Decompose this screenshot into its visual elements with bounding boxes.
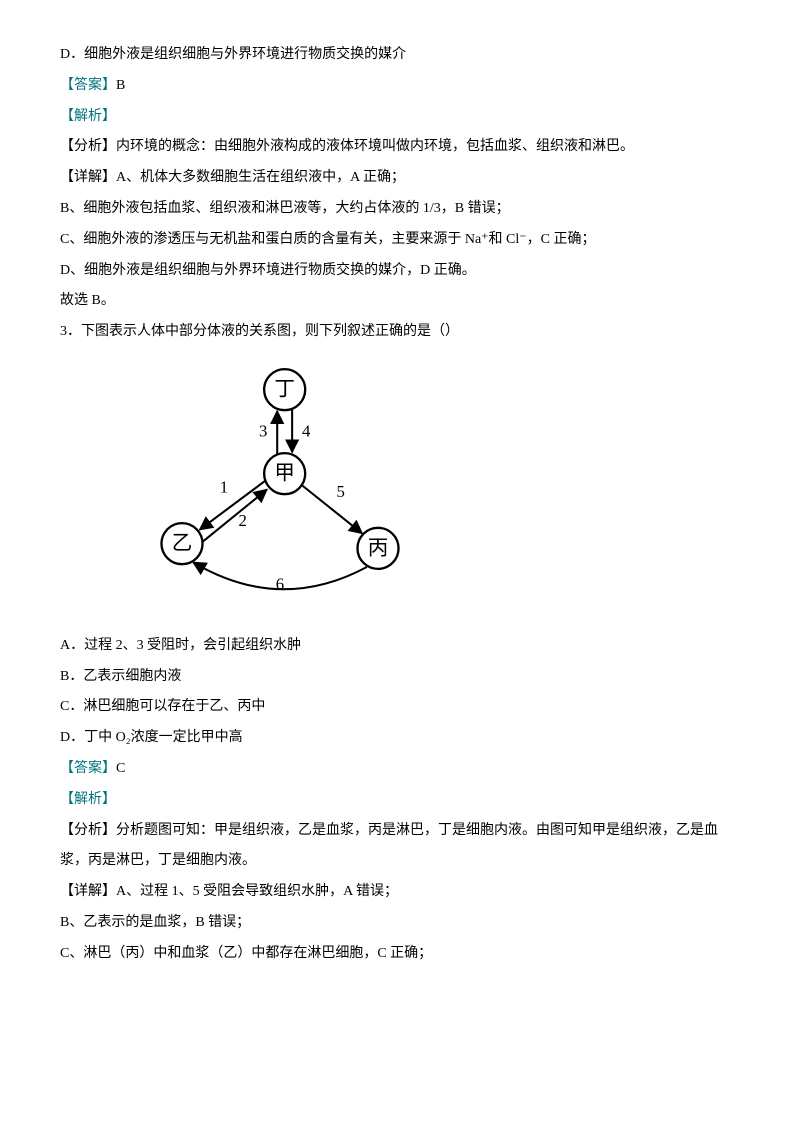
detail2-c: C、淋巴（丙）中和血浆（乙）中都存在淋巴细胞，C 正确； xyxy=(60,939,734,970)
edge-1 xyxy=(200,480,266,529)
node-jia-label: 甲 xyxy=(274,463,295,485)
node-yi-label: 乙 xyxy=(172,533,193,555)
answer-line-1: 【答案】B xyxy=(60,71,734,102)
detail-b: B、细胞外液包括血浆、组织液和淋巴液等，大约占体液的 1/3，B 错误； xyxy=(60,194,734,225)
edge-5 xyxy=(301,485,362,534)
explain-label-1: 【解析】 xyxy=(60,102,734,133)
detail-a: 【详解】A、机体大多数细胞生活在组织液中，A 正确； xyxy=(60,163,734,194)
document-page: D．细胞外液是组织细胞与外界环境进行物质交换的媒介 【答案】B 【解析】 【分析… xyxy=(0,0,794,1123)
edge-label-3: 3 xyxy=(259,421,267,440)
option-d: D．细胞外液是组织细胞与外界环境进行物质交换的媒介 xyxy=(60,40,734,71)
edge-label-2: 2 xyxy=(238,511,246,530)
detail2-b: B、乙表示的是血浆，B 错误； xyxy=(60,908,734,939)
answer-line-2: 【答案】C xyxy=(60,754,734,785)
question-3: 3．下图表示人体中部分体液的关系图，则下列叙述正确的是（） xyxy=(60,317,734,348)
answer-value-2: C xyxy=(116,761,125,776)
q3-option-a: A．过程 2、3 受阻时，会引起组织水肿 xyxy=(60,631,734,662)
relation-diagram: 3 4 1 2 5 6 丁 甲 乙 丙 xyxy=(140,358,420,608)
edge-labels: 3 4 1 2 5 6 xyxy=(220,421,345,593)
node-bing: 丙 xyxy=(357,528,398,569)
diagram-container: 3 4 1 2 5 6 丁 甲 乙 丙 xyxy=(60,348,734,631)
edge-label-4: 4 xyxy=(302,421,311,440)
answer-label-2: 【答案】 xyxy=(60,761,116,776)
node-ding: 丁 xyxy=(264,369,305,410)
node-bing-label: 丙 xyxy=(368,537,389,559)
q3-option-b: B．乙表示细胞内液 xyxy=(60,662,734,693)
answer-value: B xyxy=(116,78,125,93)
node-jia: 甲 xyxy=(264,453,305,494)
edge-label-6: 6 xyxy=(276,574,284,593)
edge-label-1: 1 xyxy=(220,477,228,496)
q3-option-d: D．丁中 O₂浓度一定比甲中高 xyxy=(60,723,734,754)
explain-label-2: 【解析】 xyxy=(60,785,734,816)
analysis-2: 【分析】分析题图可知：甲是组织液，乙是血浆，丙是淋巴，丁是细胞内液。由图可知甲是… xyxy=(60,816,734,878)
detail2-a: 【详解】A、过程 1、5 受阻会导致组织水肿，A 错误； xyxy=(60,877,734,908)
edge-label-5: 5 xyxy=(336,482,344,501)
therefore: 故选 B。 xyxy=(60,286,734,317)
q3-option-c: C．淋巴细胞可以存在于乙、丙中 xyxy=(60,692,734,723)
detail-c: C、细胞外液的渗透压与无机盐和蛋白质的含量有关，主要来源于 Na⁺和 Cl⁻，C… xyxy=(60,225,734,256)
analysis-1: 【分析】内环境的概念：由细胞外液构成的液体环境叫做内环境，包括血浆、组织液和淋巴… xyxy=(60,132,734,163)
node-yi: 乙 xyxy=(161,523,202,564)
detail-d: D、细胞外液是组织细胞与外界环境进行物质交换的媒介，D 正确。 xyxy=(60,256,734,287)
answer-label: 【答案】 xyxy=(60,78,116,93)
node-ding-label: 丁 xyxy=(274,379,295,401)
edge-2 xyxy=(203,490,267,542)
